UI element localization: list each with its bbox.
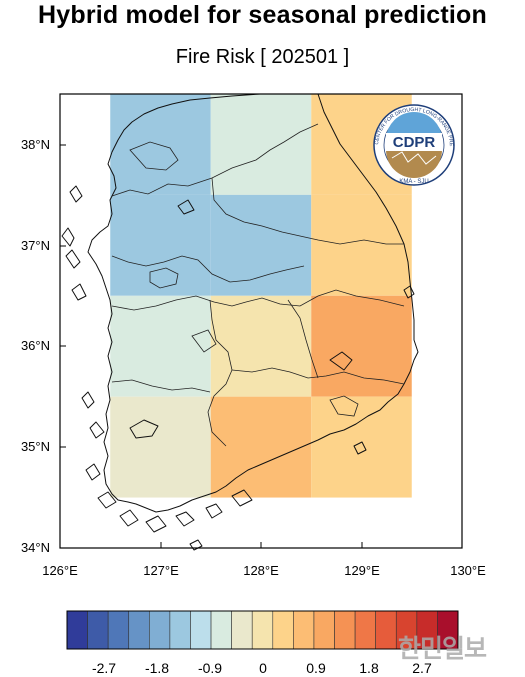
colorbar-swatch	[66, 610, 88, 650]
logo-cdpr-text: CDPR	[393, 134, 436, 151]
colorbar-tick-label: -1.8	[144, 660, 170, 676]
heatmap-cell	[110, 396, 211, 498]
axis-ticks	[59, 144, 463, 549]
lon-label-127: 127°E	[143, 563, 179, 578]
logo-footer-text: KMA - SJU	[399, 179, 428, 185]
colorbar	[66, 610, 459, 650]
heatmap-cell	[110, 194, 211, 296]
lat-label-35: 35°N	[20, 439, 50, 454]
colorbar-tick-label: -0.9	[197, 660, 223, 676]
colorbar-swatch	[293, 610, 315, 650]
colorbar-tick-label: -2.7	[91, 660, 117, 676]
colorbar-swatch	[251, 610, 274, 650]
heatmap-cell	[311, 396, 412, 498]
colorbar-frame	[66, 610, 459, 650]
heatmap-cell	[311, 295, 412, 397]
lon-label-126: 126°E	[42, 563, 78, 578]
colorbar-swatch	[107, 610, 130, 650]
lon-label-130: 130°E	[450, 563, 486, 578]
colorbar-swatch	[375, 610, 397, 650]
heatmap-cell	[210, 94, 312, 195]
province-boundaries	[111, 123, 405, 447]
colorbar-tick-label: 0.9	[306, 660, 326, 676]
heatmap-cells	[110, 94, 412, 498]
colorbar-swatch	[210, 610, 232, 650]
lat-label-38: 38°N	[20, 137, 50, 152]
heatmap-cell	[210, 396, 312, 498]
map-title: Hybrid model for seasonal prediction	[38, 1, 487, 29]
colorbar-swatch	[128, 610, 150, 650]
lon-label-129: 129°E	[344, 563, 380, 578]
colorbar-swatch	[87, 610, 109, 650]
heatmap-cell	[210, 295, 312, 397]
colorbar-swatch	[190, 610, 212, 650]
lon-label-128: 128°E	[243, 563, 279, 578]
heatmap-cell	[210, 194, 312, 296]
heatmap-cell	[110, 295, 211, 397]
colorbar-swatch	[354, 610, 376, 650]
colorbar-tick-label: 1.8	[359, 660, 379, 676]
colorbar-swatch	[313, 610, 335, 650]
map-subtitle: Fire Risk [ 202501 ]	[175, 46, 350, 68]
colorbar-tick-label: 0	[259, 660, 267, 676]
lat-label-37: 37°N	[20, 238, 50, 253]
colorbar-tick-label: 2.7	[412, 660, 432, 676]
watermark: 한민일보	[398, 635, 487, 663]
colorbar-swatch	[169, 610, 191, 650]
colorbar-swatch	[231, 610, 253, 650]
heatmap-cell	[311, 194, 412, 296]
colorbar-swatch	[149, 610, 171, 650]
colorbar-swatch	[272, 610, 294, 650]
colorbar-swatch	[334, 610, 356, 650]
lat-label-34: 34°N	[20, 540, 50, 555]
heatmap-cell	[110, 94, 211, 195]
lat-label-36: 36°N	[20, 338, 50, 353]
coastline	[61, 93, 419, 551]
